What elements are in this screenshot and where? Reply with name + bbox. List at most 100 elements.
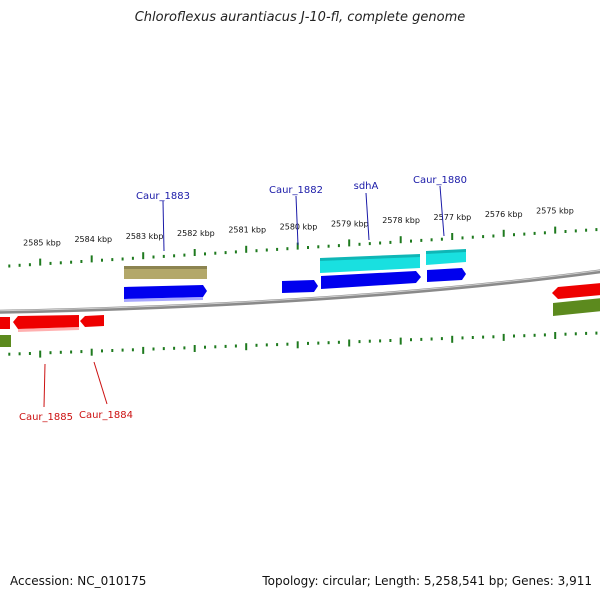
scale-tick-minor [358, 340, 361, 344]
scale-tick-major [296, 341, 299, 349]
label-sdha: sdhA [354, 181, 379, 192]
label-caur-1880: Caur_1880 [413, 175, 467, 186]
scale-tick-minor [173, 346, 176, 350]
scale-label: 2584 kbp [74, 235, 112, 244]
gene-labels: Caur_1883 Caur_1882 sdhA Caur_1880 Caur_… [19, 175, 467, 423]
feature-caur-1883-operon[interactable] [124, 268, 207, 279]
leader-sdha [365, 192, 370, 241]
scale-tick-minor [420, 238, 423, 242]
scale-tick-minor [265, 343, 268, 347]
scale-tick-minor [379, 339, 382, 343]
scale-tick-minor [585, 228, 588, 232]
scale-tick-major [348, 339, 351, 347]
scale-tick-minor [131, 256, 134, 260]
scale-tick-minor [265, 248, 268, 252]
scale-tick-major [90, 348, 93, 356]
scale-tick-minor [513, 334, 515, 338]
scale-tick-minor [543, 333, 546, 337]
feature-sdh-right[interactable] [426, 251, 466, 265]
scale-tick-minor [101, 258, 103, 262]
scale-tick-major [554, 226, 557, 234]
gene-caur-1880[interactable] [427, 268, 466, 282]
gene-sdha[interactable] [321, 271, 421, 289]
scale-tick-minor [461, 236, 464, 240]
scale-tick-minor [492, 234, 495, 238]
gene-caur-1884[interactable] [80, 315, 104, 327]
gene-left-edge[interactable] [0, 317, 10, 329]
scale-tick-minor [358, 242, 361, 246]
gene-caur-1882[interactable] [282, 280, 318, 293]
leader-caur-1884 [93, 361, 108, 405]
scale-ticks-inner [8, 331, 598, 358]
scale-tick-minor [111, 349, 114, 352]
scale-tick-minor [564, 230, 567, 233]
scale-tick-major [245, 343, 248, 351]
topology-summary: Topology: circular; Length: 5,258,541 bp… [262, 574, 592, 588]
scale-tick-minor [307, 246, 309, 249]
accession-text: Accession: NC_010175 [10, 574, 147, 588]
scale-tick-minor [80, 260, 83, 263]
gene-caur-1883[interactable] [124, 285, 207, 299]
scale-tick-major [193, 345, 196, 352]
scale-tick-minor [327, 341, 330, 345]
scale-tick-minor [111, 258, 114, 262]
scale-tick-minor [224, 344, 227, 348]
scale-label: 2577 kbp [434, 213, 472, 222]
scale-tick-minor [152, 347, 155, 351]
scale-tick-minor [59, 261, 62, 265]
scale-tick-minor [389, 240, 392, 244]
scale-tick-major [451, 335, 454, 343]
scale-tick-minor [523, 334, 526, 338]
scale-tick-minor [131, 348, 134, 352]
scale-tick-minor [183, 253, 186, 257]
scale-tick-minor [70, 260, 73, 264]
scale-tick-minor [317, 245, 320, 249]
scale-label: 2585 kbp [23, 238, 61, 247]
scale-tick-major [142, 346, 145, 354]
genome-backbone-highlight [0, 269, 600, 312]
scale-tick-major [554, 332, 557, 339]
scale-tick-major [296, 242, 299, 250]
genome-backbone [0, 269, 600, 314]
olive-features [0, 298, 600, 347]
scale-ticks-outer [8, 226, 598, 268]
scale-tick-minor [440, 337, 443, 341]
gene-caur-1885[interactable] [13, 315, 79, 329]
scale-tick-minor [410, 338, 412, 342]
scale-tick-minor [379, 241, 382, 245]
leader-caur-1885 [43, 363, 46, 408]
scale-tick-minor [440, 237, 443, 241]
scale-tick-minor [543, 231, 546, 235]
operon-features [124, 249, 466, 279]
reverse-genes [0, 283, 600, 332]
genome-title: Chloroflexus aurantiacus J-10-fl, comple… [134, 10, 466, 25]
scale-tick-minor [8, 264, 11, 268]
scale-tick-minor [327, 244, 330, 248]
scale-tick-minor [430, 238, 433, 242]
feature-olive-right[interactable] [553, 298, 600, 316]
scale-tick-minor [162, 347, 165, 351]
gene-right-edge[interactable] [552, 283, 600, 299]
scale-tick-minor [471, 336, 474, 339]
scale-tick-minor [523, 232, 526, 236]
scale-tick-major [502, 229, 505, 237]
scale-tick-minor [492, 335, 495, 339]
forward-genes [124, 268, 466, 302]
scale-tick-minor [420, 337, 423, 341]
scale-tick-minor [585, 331, 588, 335]
scale-tick-major [399, 337, 402, 345]
scale-tick-minor [80, 350, 83, 354]
scale-label: 2582 kbp [177, 229, 215, 238]
scale-tick-minor [49, 261, 52, 265]
scale-label: 2583 kbp [126, 232, 164, 241]
scale-tick-minor [255, 343, 258, 347]
scale-tick-minor [28, 352, 31, 355]
leader-caur-1882 [295, 195, 299, 246]
scale-tick-minor [59, 350, 62, 354]
feature-olive-left[interactable] [0, 335, 11, 347]
feature-sdh-left[interactable] [320, 256, 420, 273]
scale-tick-minor [307, 341, 309, 345]
feature-sdh-right-edge [426, 249, 466, 254]
scale-tick-minor [121, 348, 124, 352]
scale-tick-major [142, 252, 145, 260]
